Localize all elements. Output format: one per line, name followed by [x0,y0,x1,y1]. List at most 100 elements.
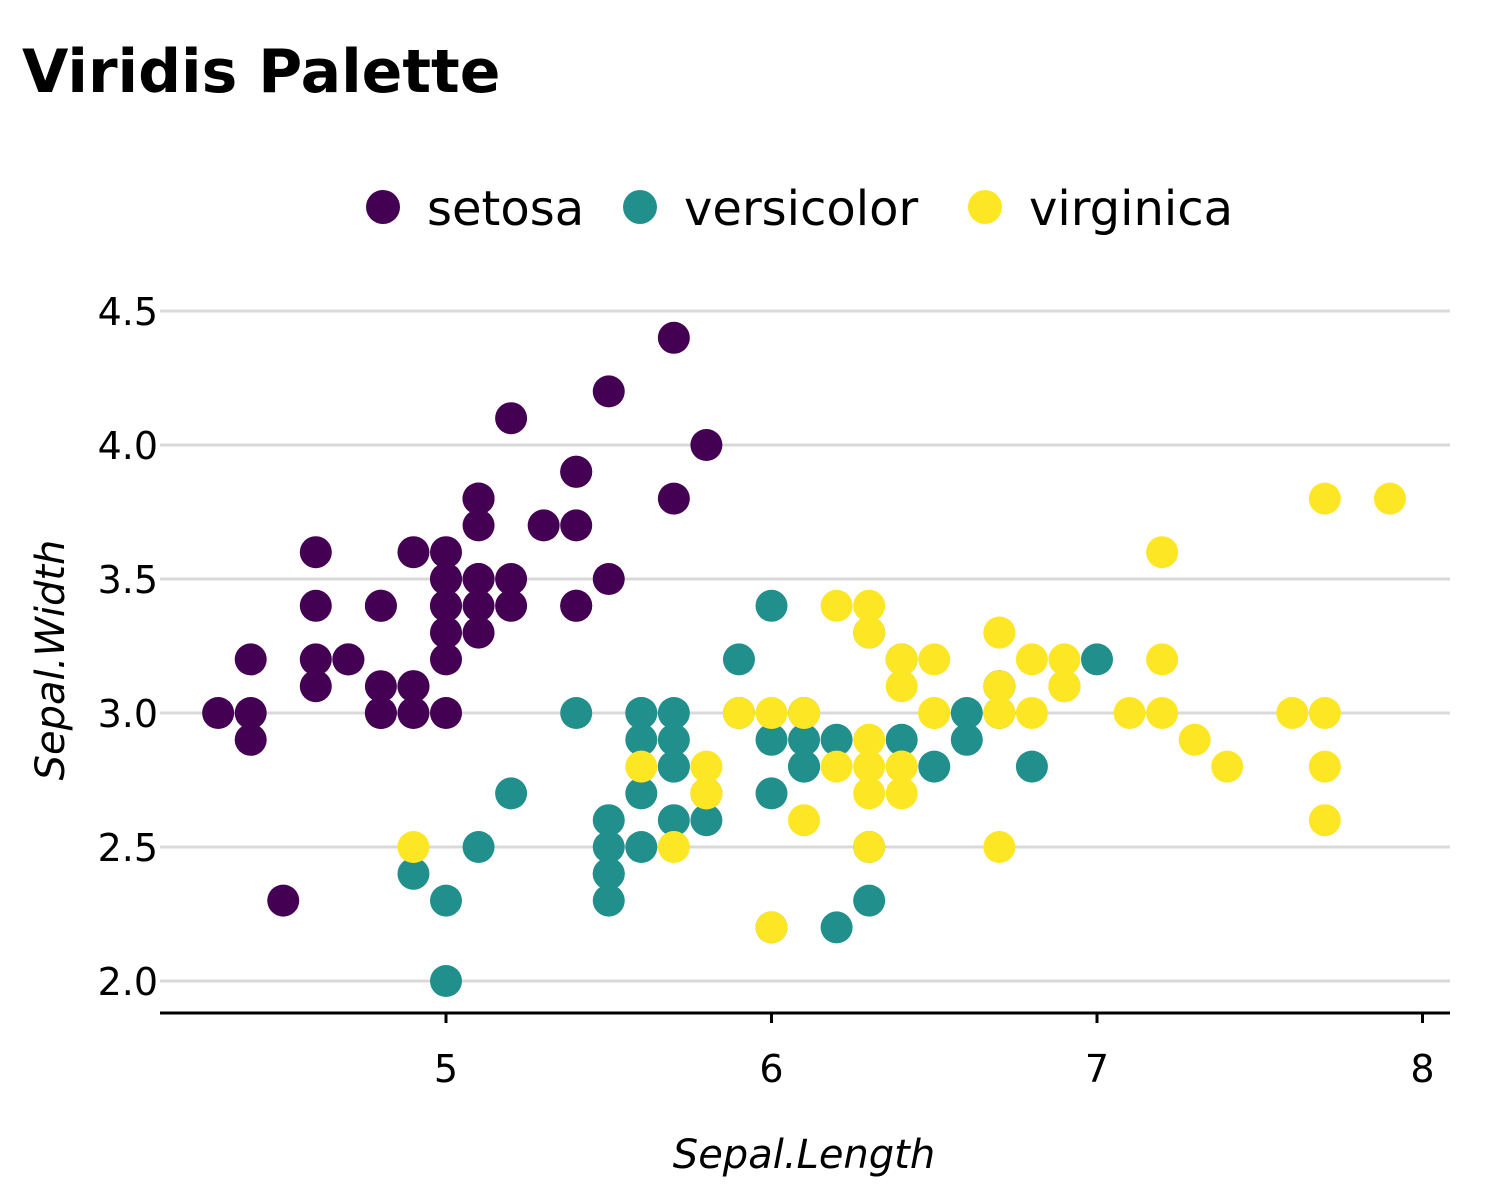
point-virginica [722,697,755,729]
point-setosa [462,616,495,649]
point-virginica [1146,643,1179,676]
point-virginica [1276,697,1309,729]
point-setosa [397,536,430,569]
y-axis-title: Sepal.Width [28,540,74,781]
point-setosa [495,563,528,595]
legend-item-versicolor: versicolor [623,181,918,237]
point-versicolor [950,723,983,756]
legend-item-virginica: virginica [968,181,1233,237]
point-setosa [592,563,625,595]
point-setosa [430,697,462,729]
point-versicolor [560,697,593,729]
point-setosa [657,321,690,354]
y-axis-ticks: 2.0 2.5 3.0 3.5 4.0 4.5 [98,290,158,1004]
legend-label: versicolor [684,181,918,237]
y-tick-label: 3.5 [98,558,158,602]
point-setosa [462,509,495,542]
point-virginica [1211,750,1244,783]
x-axis: 5 6 7 8 [160,1011,1450,1091]
point-setosa [430,616,462,649]
point-setosa [397,670,430,703]
y-tick-label: 4.0 [98,424,158,468]
point-versicolor [1015,750,1048,783]
point-setosa [430,643,462,676]
point-virginica [1113,697,1146,729]
point-virginica [853,589,886,622]
point-setosa [592,375,625,408]
point-versicolor [430,965,462,997]
point-versicolor [657,723,690,756]
point-versicolor [918,750,951,783]
point-setosa [234,723,267,756]
point-virginica [820,750,853,783]
point-versicolor [657,804,690,837]
point-virginica [918,643,951,676]
point-virginica [885,750,918,783]
point-versicolor [592,804,625,837]
point-setosa [430,589,462,622]
point-virginica [853,723,886,756]
point-virginica [1308,697,1341,729]
point-setosa [299,589,332,622]
point-virginica [1178,723,1211,756]
point-virginica [885,777,918,810]
point-versicolor [625,697,658,729]
point-virginica [397,831,430,863]
point-setosa [560,589,593,622]
point-setosa [430,536,462,569]
point-virginica [1048,643,1081,676]
legend: setosa versicolor virginica [366,181,1233,237]
point-virginica [657,831,690,863]
x-axis-title: Sepal.Length [673,1132,935,1178]
point-versicolor [1081,643,1113,676]
point-virginica [1308,804,1341,837]
legend-item-setosa: setosa [366,181,584,237]
point-setosa [299,670,332,703]
point-versicolor [430,884,462,917]
point-versicolor [592,831,625,863]
legend-marker [623,190,657,224]
point-setosa [364,670,397,703]
point-versicolor [462,831,495,863]
point-versicolor [625,777,658,810]
point-versicolor [755,723,788,756]
point-versicolor [495,777,528,810]
point-virginica [983,831,1016,863]
point-virginica [625,750,658,783]
point-setosa [430,563,462,595]
point-virginica [853,616,886,649]
point-versicolor [397,857,430,890]
point-virginica [885,670,918,703]
point-virginica [788,697,821,729]
x-tick-label: 8 [1410,1047,1434,1091]
point-setosa [657,482,690,515]
point-versicolor [788,750,821,783]
point-virginica [1373,482,1406,515]
point-setosa [364,589,397,622]
x-tick-label: 7 [1085,1047,1109,1091]
point-versicolor [820,723,853,756]
point-virginica [690,777,723,810]
point-setosa [495,402,528,435]
point-virginica [788,804,821,837]
point-setosa [462,589,495,622]
point-virginica [983,670,1016,703]
y-tick-label: 2.0 [98,960,158,1004]
point-virginica [853,831,886,863]
point-virginica [1308,750,1341,783]
point-setosa [495,589,528,622]
point-setosa [560,455,593,488]
point-virginica [1146,536,1179,569]
point-virginica [983,616,1016,649]
point-virginica [820,589,853,622]
legend-label: virginica [1029,181,1233,237]
point-setosa [527,509,560,542]
point-versicolor [625,831,658,863]
point-versicolor [820,911,853,944]
point-setosa [267,884,300,917]
point-setosa [234,643,267,676]
point-virginica [853,750,886,783]
point-setosa [299,643,332,676]
point-virginica [1308,482,1341,515]
